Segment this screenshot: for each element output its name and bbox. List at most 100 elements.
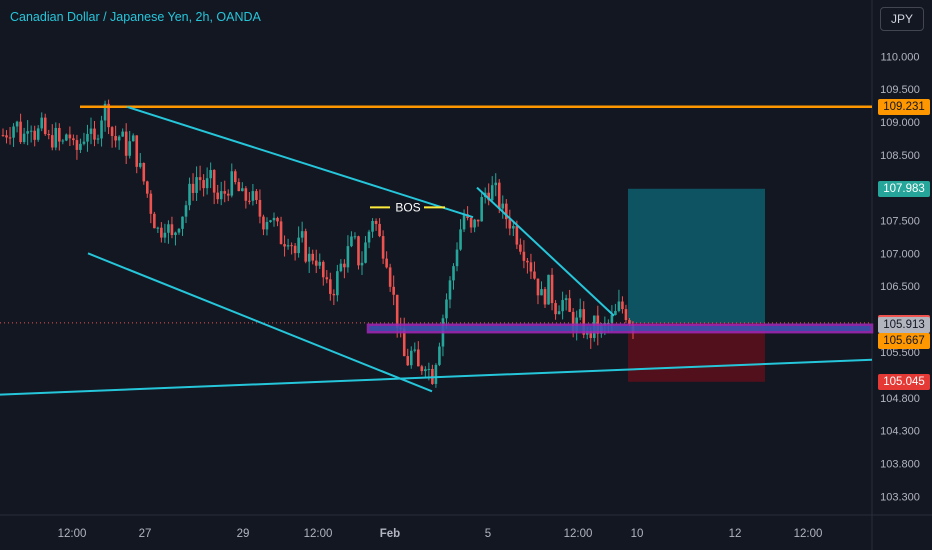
candle-body [128,141,132,156]
candle-body [325,277,329,280]
candle-body [82,141,86,144]
candle-body [181,216,184,229]
candle-body [223,191,227,194]
candle-body [110,127,114,137]
candle-body [501,203,505,209]
candle-body [279,221,283,245]
candle-body [131,135,135,142]
candle-body [272,217,276,221]
candle-body [135,135,139,167]
price-label-stop: 105.045 [878,373,930,390]
candle-body [40,117,44,129]
candle-body [526,260,529,263]
candle-body [357,236,360,266]
candle-body [462,214,466,230]
candle-body [402,328,406,357]
candle-body [515,225,519,245]
candle-body [343,263,346,268]
candle-body [540,289,543,296]
candle-body [50,135,54,148]
candle-body [167,224,170,233]
channel-lower-line [87,252,433,393]
candle-body [241,188,244,192]
wedge-trendline [476,186,615,317]
candle-body [19,121,22,143]
candle-body [409,350,413,366]
candle-body [300,231,304,238]
x-tick-label: 12 [729,528,742,540]
candle-body [582,309,586,335]
candle-body [617,301,621,311]
y-tick-label: 103.800 [880,459,920,471]
bos-label: BOS [395,200,420,214]
candle-body [121,131,124,137]
candle-body [311,253,315,261]
candle-body [205,178,209,189]
candle-body [276,217,279,222]
candle-body [12,126,15,138]
candle-body [497,182,501,209]
price-label-target: 107.983 [878,180,930,197]
candle-body [385,258,388,268]
candle-body [624,309,628,321]
candle-body [564,298,568,301]
candle-body [198,177,202,181]
y-tick-label: 108.500 [880,150,920,162]
candle-body [262,216,265,230]
candle-body [233,171,237,183]
candle-body [293,245,297,254]
candle-body [533,271,536,279]
candle-body [149,193,153,214]
candle-body [339,263,343,272]
currency-selector[interactable]: JPY [880,7,924,31]
candle-body [621,301,624,310]
candle-body [226,193,230,196]
candle-body [321,261,325,278]
candle-body [314,260,318,266]
candle-body [490,185,494,201]
candle-body [265,222,269,230]
price-axis-panel [872,0,932,550]
candle-body [561,300,564,312]
candle-body [519,244,522,252]
candle-body [395,294,399,328]
candle-body [216,192,219,200]
candle-body [413,349,417,351]
candle-body [36,128,40,140]
candle-body [589,331,593,338]
candle-body [47,134,51,136]
candle-body [504,203,508,220]
candle-body [360,262,364,266]
x-tick-label: 29 [237,528,250,540]
candle-body [191,183,195,193]
candle-body [424,369,427,372]
candle-body [184,205,188,217]
candle-body [388,267,392,287]
y-tick-label: 107.000 [880,248,920,260]
candle-body [142,162,146,182]
candle-body [153,213,156,229]
candle-body [86,133,89,142]
candle-body [79,143,82,150]
candle-body [251,191,255,201]
candle-body [188,183,191,206]
candle-body [202,180,205,189]
candle-body [43,117,47,135]
x-tick-label: 12:00 [58,528,87,540]
trendline-support [0,358,873,396]
candle-body [448,280,452,300]
candle-body [114,136,117,141]
candle-body [336,271,339,296]
candle-body [75,140,79,150]
candle-body [160,227,163,238]
candle-body [72,138,75,141]
candle-body [529,262,533,272]
candle-body [8,137,12,139]
candle-body [58,127,61,142]
x-tick-label: 5 [485,528,491,540]
candle-body [248,200,251,202]
candle-body [427,368,431,370]
target-zone-box [628,188,765,323]
x-tick-label: Feb [380,528,400,540]
